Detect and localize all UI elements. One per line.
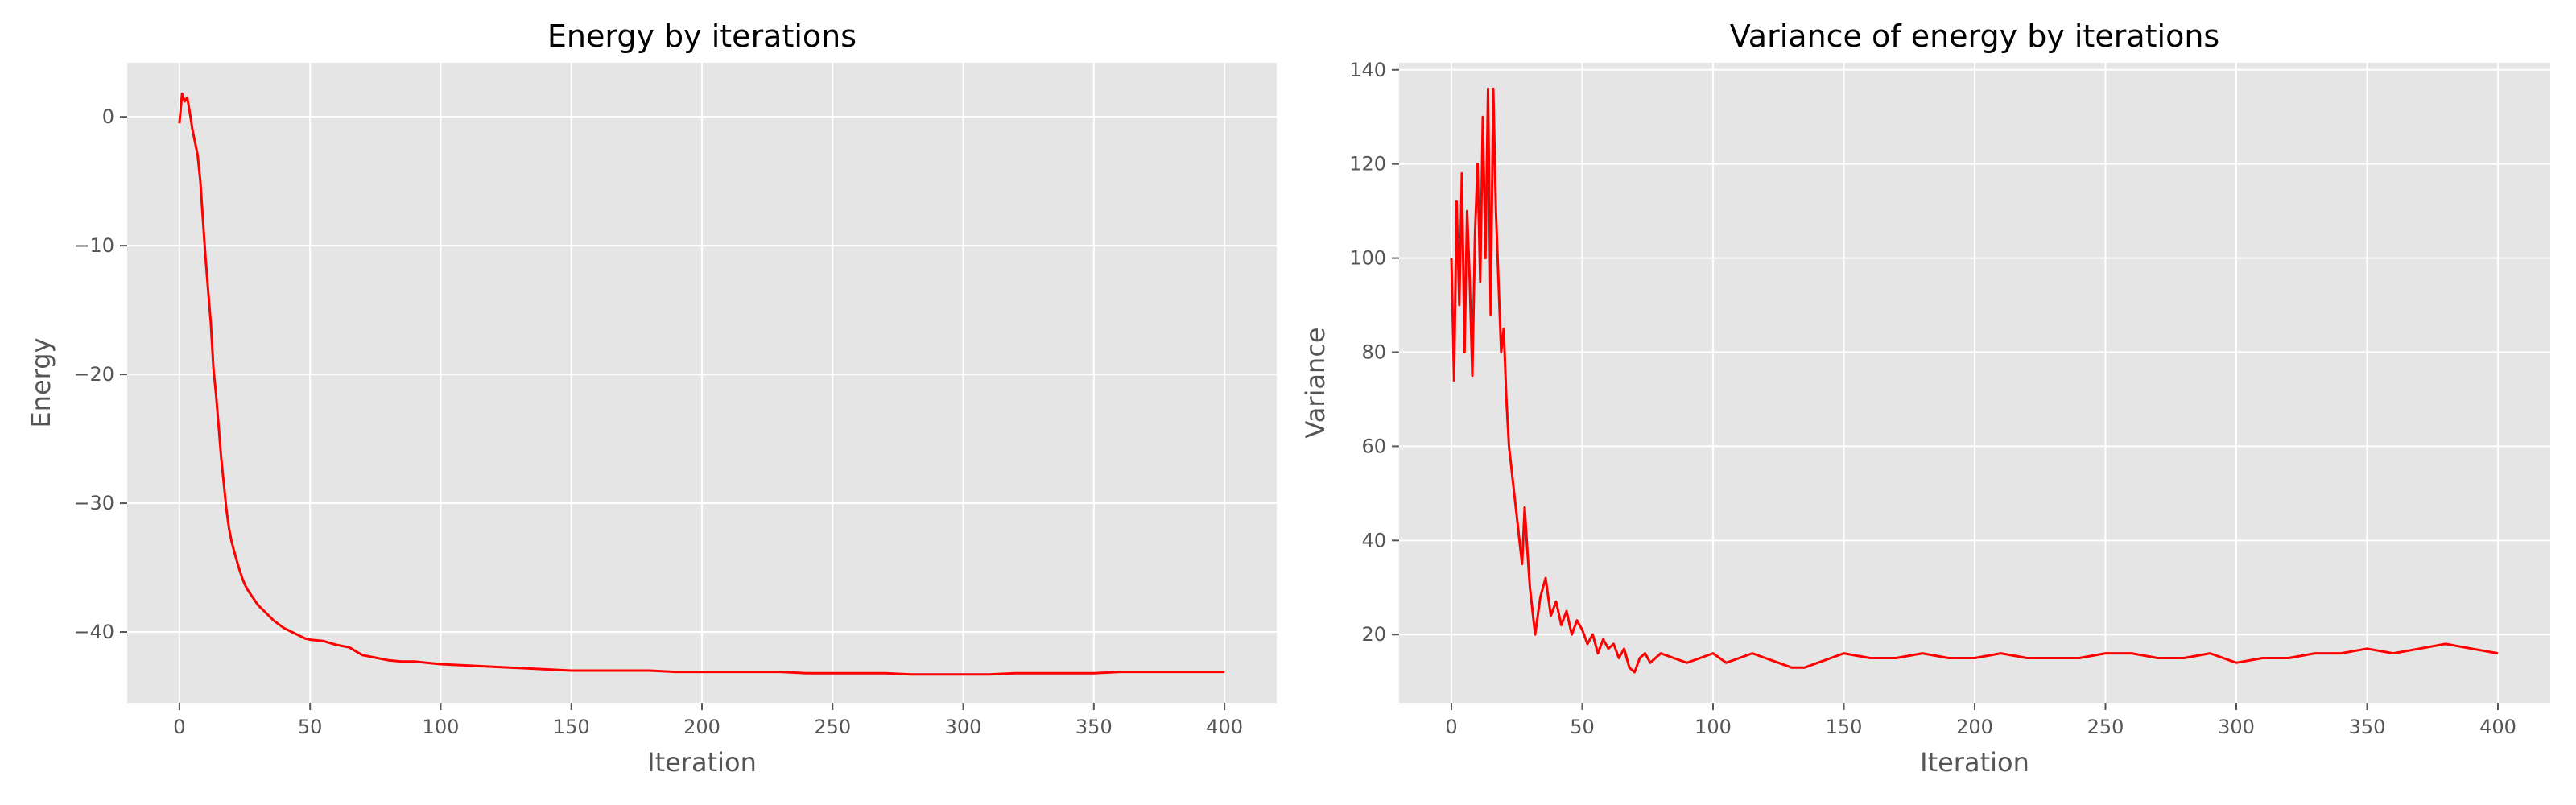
- variance-x-tick-label: 350: [2349, 716, 2386, 738]
- energy-y-tick-label: −10: [73, 234, 114, 257]
- energy-x-tick-label: 300: [945, 716, 982, 738]
- energy-x-tick-label: 150: [553, 716, 590, 738]
- variance-y-tick-label: 20: [1361, 623, 1386, 646]
- energy-x-tick-label: 50: [298, 716, 323, 738]
- energy-y-axis-label: Energy: [26, 337, 56, 427]
- energy-x-tick-label: 0: [173, 716, 185, 738]
- variance-x-axis-label: Iteration: [1920, 747, 2029, 778]
- energy-y-tick-label: −20: [73, 363, 114, 386]
- variance-y-tick-label: 40: [1361, 529, 1386, 551]
- variance-x-tick-label: 400: [2479, 716, 2516, 738]
- energy-x-tick-label: 100: [423, 716, 460, 738]
- variance-x-tick-label: 300: [2218, 716, 2255, 738]
- energy-x-tick-label: 250: [814, 716, 851, 738]
- variance-y-tick-label: 60: [1361, 435, 1386, 457]
- energy-chart: 0 50 100 150 200 250 300 350 400 0 −10 −20 −30 −40 Ene…: [26, 19, 1277, 778]
- variance-y-tick-label: 80: [1361, 341, 1386, 364]
- energy-y-tick-label: −40: [73, 621, 114, 643]
- variance-x-tick-label: 250: [2087, 716, 2124, 738]
- variance-y-tick-label: 120: [1349, 153, 1386, 175]
- variance-series-line: [1450, 87, 2499, 674]
- energy-chart-title: Energy by iterations: [547, 19, 857, 54]
- energy-y-tick-label: −30: [73, 492, 114, 514]
- energy-x-axis-label: Iteration: [647, 747, 757, 778]
- variance-x-tick-label: 100: [1695, 716, 1732, 738]
- variance-x-tick-label: 0: [1445, 716, 1457, 738]
- variance-y-tick-label: 140: [1349, 59, 1386, 81]
- energy-x-tick-label: 200: [683, 716, 720, 738]
- variance-y-tick-label: 100: [1349, 247, 1386, 270]
- variance-chart-title: Variance of energy by iterations: [1730, 19, 2219, 54]
- energy-series-line: [178, 92, 1225, 676]
- variance-chart: 0 50 100 150 200 250 300 350 400 20 40 60 80 100 120 14…: [1300, 19, 2550, 778]
- energy-x-tick-label: 350: [1075, 716, 1113, 738]
- variance-y-axis-label: Variance: [1300, 327, 1331, 438]
- variance-x-tick-label: 50: [1570, 716, 1595, 738]
- variance-x-tick-label: 200: [1956, 716, 1993, 738]
- energy-x-tick-label: 400: [1206, 716, 1243, 738]
- energy-y-tick-label: 0: [102, 105, 114, 128]
- variance-x-tick-label: 150: [1826, 716, 1863, 738]
